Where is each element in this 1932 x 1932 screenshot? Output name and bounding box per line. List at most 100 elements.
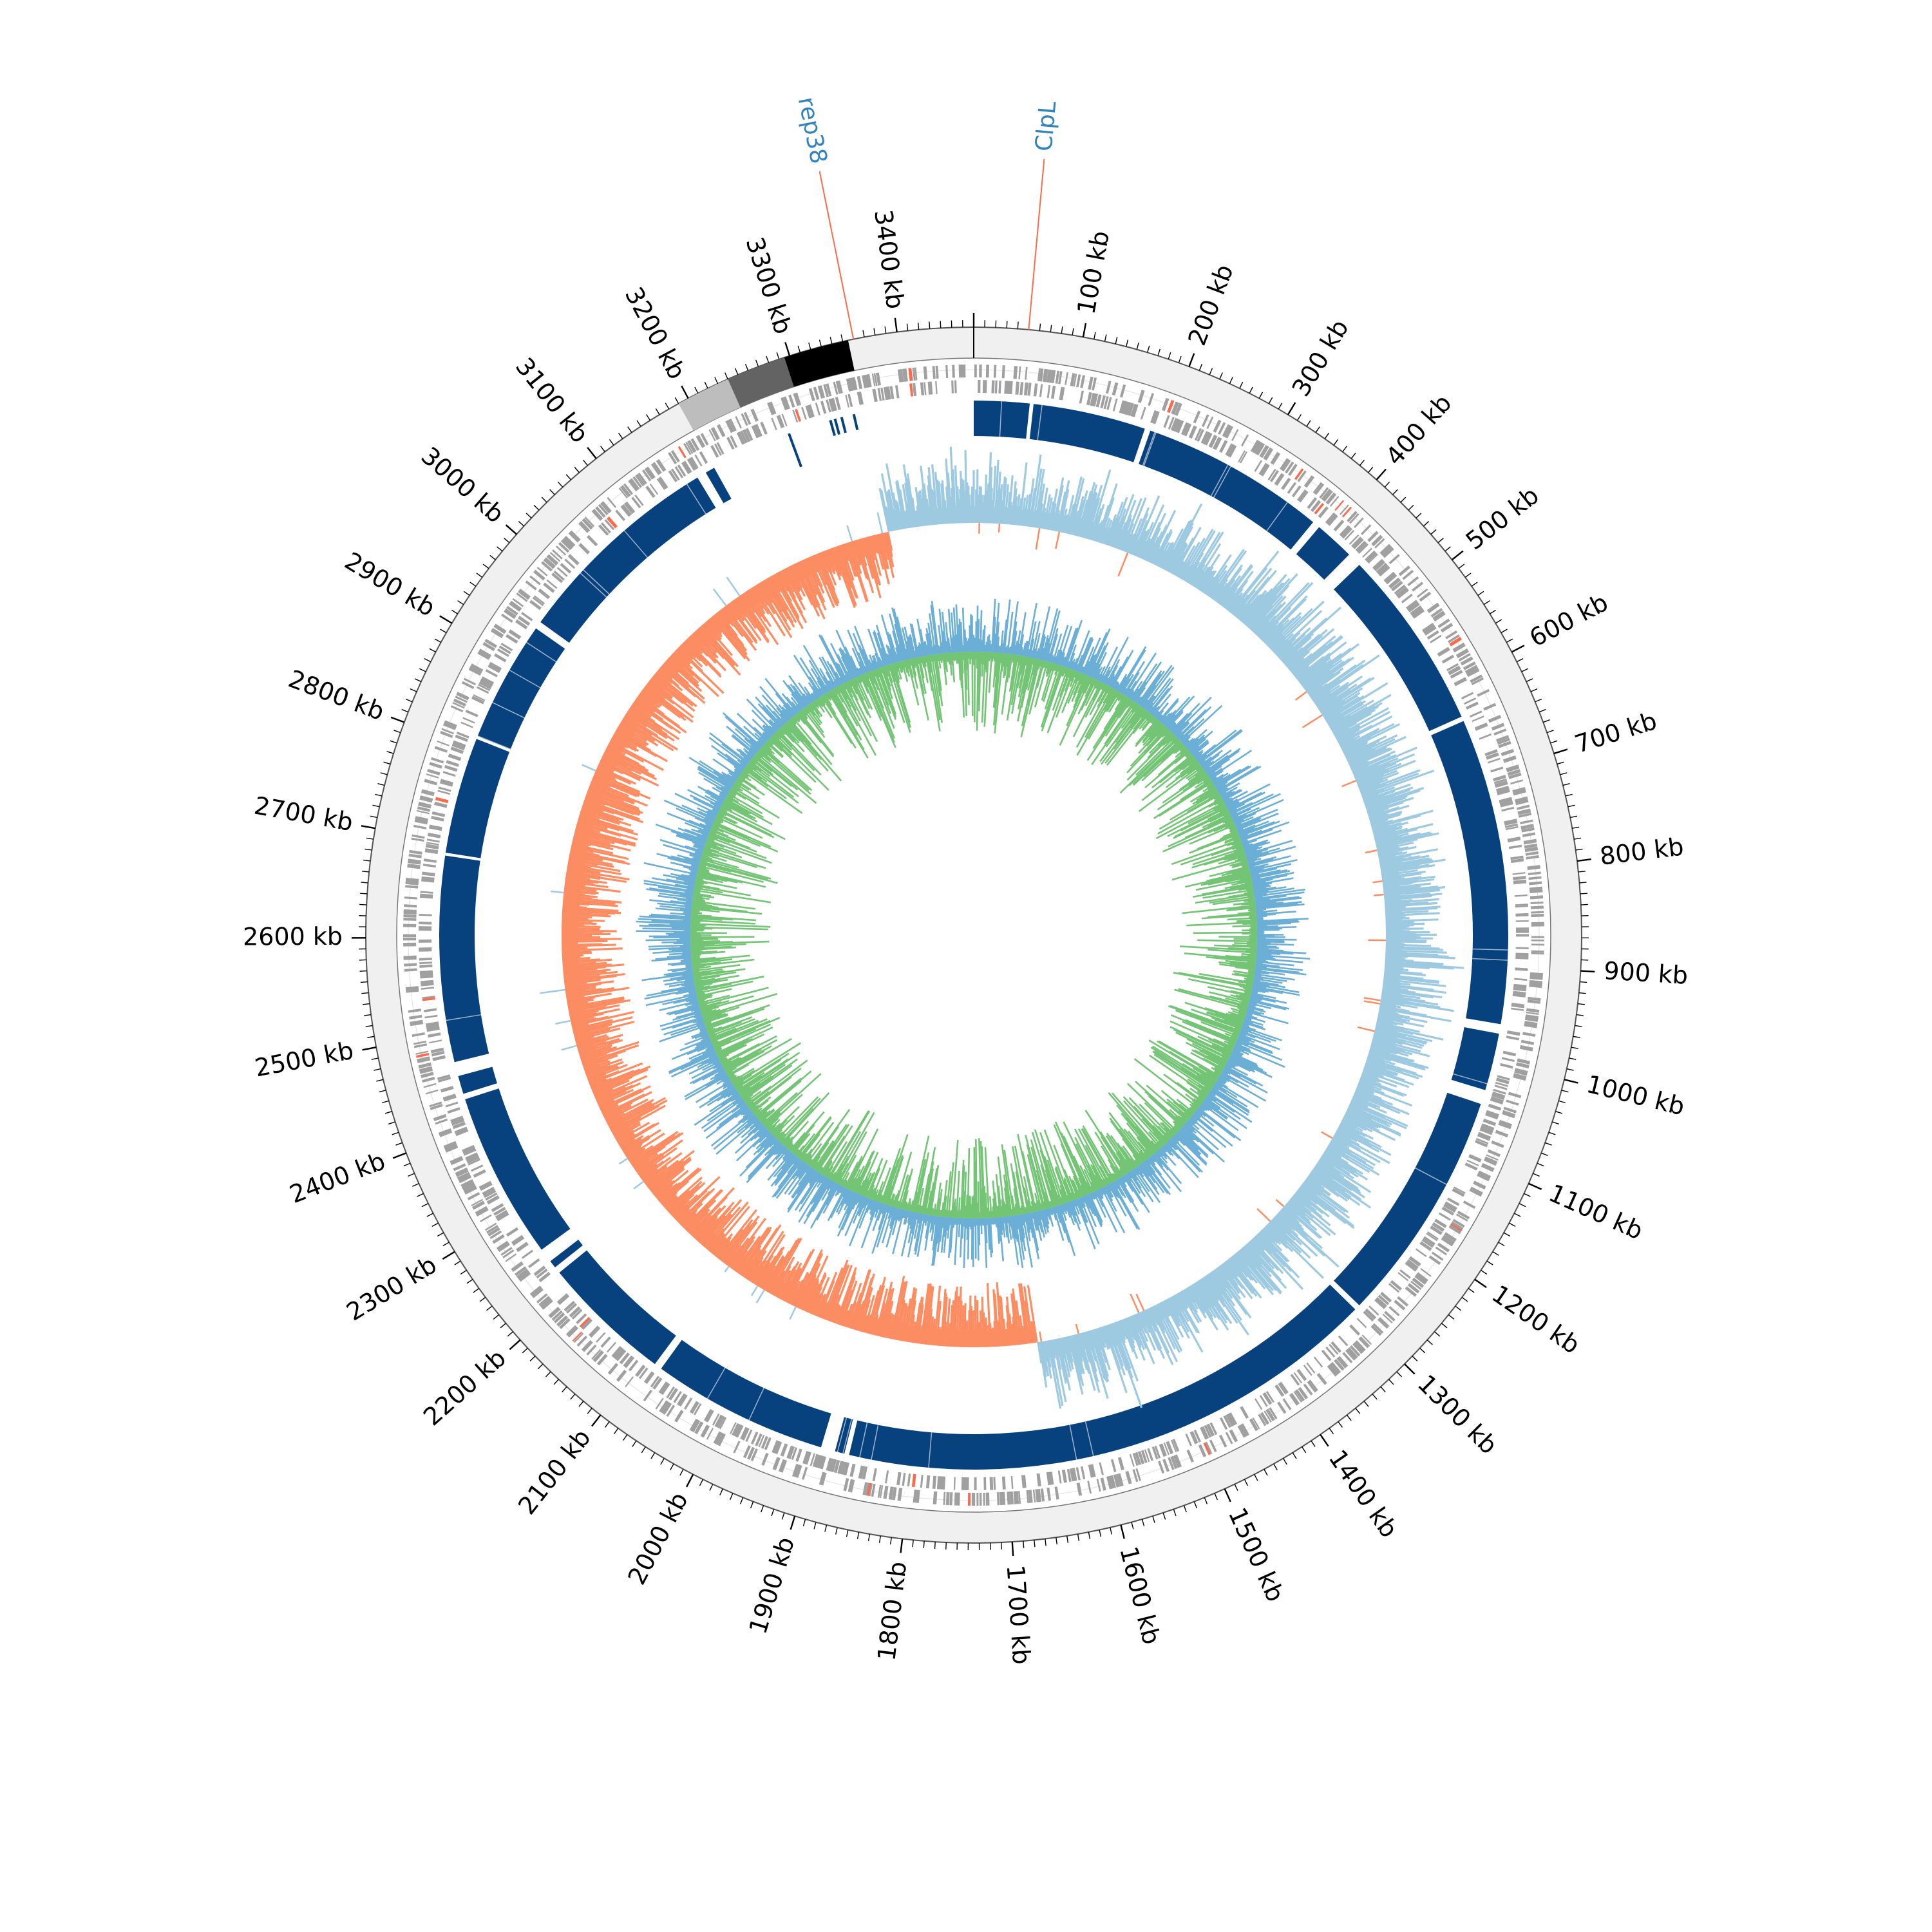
- gc-skew-bar: [1298, 1188, 1328, 1211]
- gc-skew-bar: [1379, 1003, 1396, 1009]
- gc-skew-bar: [1337, 732, 1356, 743]
- gene-feature: [578, 543, 591, 554]
- gene-feature: [1161, 397, 1168, 411]
- gc-skew-bar: [1377, 1017, 1394, 1023]
- gc-skew-bar: [1359, 769, 1421, 793]
- gc-skew-bar: [1319, 1158, 1372, 1193]
- gc-skew-bar: [1024, 509, 1028, 527]
- gene-feature: [866, 1482, 871, 1496]
- gc-skew-bar: [1360, 772, 1419, 795]
- gc-skew-outlier: [1039, 1331, 1043, 1342]
- gene-feature: [1313, 1356, 1323, 1368]
- gene-feature: [494, 623, 507, 633]
- gene-feature: [421, 1072, 434, 1079]
- gene-feature: [1267, 468, 1276, 481]
- gene-feature: [1490, 766, 1504, 773]
- gene-feature: [793, 1464, 801, 1478]
- gene-feature: [1367, 553, 1378, 564]
- gene-feature: [548, 1307, 560, 1317]
- gc-skew-bar: [1334, 1132, 1390, 1164]
- gene-feature: [1293, 1391, 1302, 1403]
- gc-skew-bar: [1367, 1056, 1385, 1064]
- gene-feature: [1018, 366, 1021, 379]
- gc-skew-bar: [1359, 782, 1381, 793]
- gc-skew-bar: [1337, 1127, 1373, 1148]
- gc-skew-bar: [1239, 1249, 1257, 1269]
- gene-feature: [1406, 600, 1418, 611]
- gc-content-track: [636, 598, 1311, 1269]
- gc-skew-bar: [1066, 476, 1083, 535]
- gc-skew-bar: [1370, 818, 1388, 826]
- gene-feature: [417, 1058, 431, 1063]
- gc-skew-bar: [1085, 484, 1103, 539]
- gc-skew-bar: [1054, 510, 1061, 531]
- gc-skew-bar: [1385, 905, 1406, 909]
- gene-feature: [694, 1421, 704, 1435]
- gc-skew-bar: [1202, 576, 1216, 594]
- gene-feature: [716, 424, 726, 437]
- gc-skew-bar: [1370, 1044, 1409, 1057]
- gene-feature: [847, 378, 853, 392]
- gene-feature: [1072, 1468, 1077, 1481]
- gc-skew-bar: [1224, 1261, 1238, 1278]
- gc-skew-bar: [1303, 669, 1331, 690]
- gc-skew-bar: [1385, 956, 1403, 960]
- gc-content-bar: [1256, 929, 1280, 931]
- gc-skew-bar: [1300, 659, 1332, 685]
- gc-skew-bar: [1217, 579, 1236, 603]
- gene-feature: [1487, 1149, 1501, 1157]
- gene-feature: [420, 980, 434, 984]
- gene-feature: [1338, 1356, 1349, 1368]
- gene-feature: [1170, 417, 1179, 431]
- gc-skew-bar: [1167, 526, 1193, 573]
- gc-skew-bar: [1244, 586, 1278, 625]
- gc-skew-bar: [1004, 484, 1009, 524]
- gc-skew-bar: [1111, 508, 1127, 547]
- gene-feature: [1297, 489, 1307, 501]
- gc-skew-outlier: [1302, 714, 1323, 728]
- blast-hit-fragment: [829, 419, 836, 437]
- gene-feature: [1349, 1324, 1361, 1336]
- gene-feature: [903, 368, 908, 382]
- gc-skew-bar: [1382, 877, 1405, 882]
- gene-feature: [1481, 1164, 1494, 1172]
- gc-skew-bar: [1379, 1003, 1401, 1009]
- gc-skew-bar: [1266, 1224, 1287, 1245]
- gene-feature: [491, 627, 504, 638]
- gc-skew-bar: [1005, 507, 1009, 525]
- gene-feature: [689, 1401, 698, 1413]
- gc-skew-bar: [1375, 832, 1421, 845]
- gc-skew-bar: [1323, 705, 1344, 719]
- gc-skew-bar: [1035, 491, 1043, 528]
- gc-skew-bar: [1321, 1154, 1343, 1169]
- gc-skew-bar: [1069, 478, 1085, 535]
- gc-skew-bar: [1302, 643, 1359, 688]
- gene-feature: [1239, 1425, 1247, 1437]
- gene-feature: [1076, 374, 1081, 388]
- gc-skew-bar: [1358, 779, 1383, 790]
- gc-skew-bar: [1271, 600, 1325, 652]
- gene-feature: [717, 1434, 726, 1446]
- gene-feature: [1455, 1213, 1468, 1222]
- gc-skew-bar: [1159, 1302, 1180, 1340]
- gc-skew-bar: [1262, 1228, 1275, 1242]
- gene-feature: [1249, 1418, 1258, 1432]
- gene-feature: [1261, 446, 1269, 459]
- gene-feature: [1015, 366, 1018, 379]
- gc-skew-bar: [1318, 1159, 1341, 1175]
- gc-skew-bar: [1194, 566, 1209, 589]
- gene-feature: [1371, 535, 1383, 547]
- gene-feature: [409, 849, 422, 855]
- gc-skew-bar: [1274, 1215, 1318, 1257]
- blast-hit-divider: [686, 484, 706, 515]
- gene-feature: [407, 865, 421, 869]
- gene-feature: [1163, 1442, 1170, 1455]
- gc-skew-bar: [1229, 550, 1280, 613]
- gc-skew-bar: [1384, 898, 1440, 905]
- gene-feature: [1522, 832, 1536, 837]
- gene-feature: [472, 1200, 486, 1210]
- gc-skew-bar: [1215, 567, 1242, 603]
- gc-skew-bar: [1242, 588, 1273, 624]
- gene-feature: [741, 413, 748, 426]
- gene-feature: [1158, 1461, 1165, 1474]
